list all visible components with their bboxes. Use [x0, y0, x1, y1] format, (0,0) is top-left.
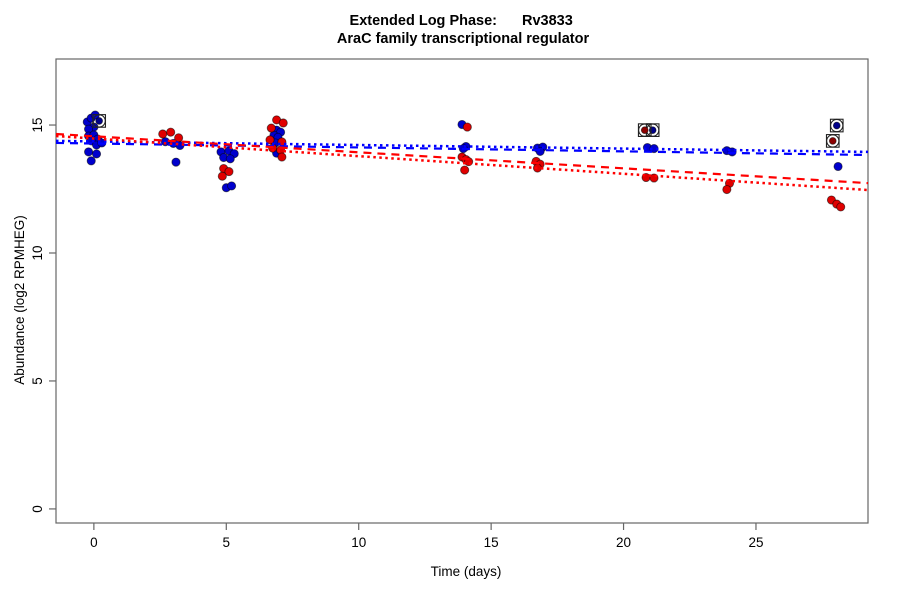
x-tick-label: 25: [748, 535, 763, 550]
plot-subtitle: AraC family transcriptional regulator: [337, 31, 590, 47]
red-point: [722, 184, 732, 195]
y-tick-label: 0: [30, 505, 45, 513]
flag-circle-marker: [830, 118, 844, 133]
flagged-blue-point: [832, 121, 841, 130]
plot-area: 0 5 10 15 20 25 0 5 10 15: [30, 58, 869, 550]
flagged-blue-point: [95, 117, 103, 125]
red-point: [277, 152, 287, 162]
blue-point: [86, 156, 96, 166]
red-point: [174, 133, 184, 143]
blue-point: [84, 147, 94, 157]
red-point: [836, 202, 846, 212]
red-point: [217, 171, 227, 181]
flag-circle-marker: [92, 114, 106, 128]
red-point: [158, 129, 168, 139]
red-point: [532, 163, 543, 173]
blue-point: [833, 161, 843, 172]
flag-circle-marker: [826, 134, 840, 148]
flag-circle-marker: [638, 123, 652, 137]
red-point: [224, 167, 234, 177]
x-axis-label: Time (days): [431, 564, 502, 579]
red-point: [166, 127, 176, 137]
flagged-red-point: [640, 126, 649, 134]
y-tick-label: 15: [30, 118, 45, 133]
red-point: [462, 122, 472, 132]
red-point: [278, 118, 288, 128]
red-point: [460, 165, 470, 175]
plot-title-phase: Extended Log Phase:: [350, 13, 497, 29]
flagged-red-point: [828, 137, 837, 145]
y-axis-label: Abundance (log2 RPMHEG): [12, 215, 27, 385]
plot-title-gene: Rv3833: [522, 13, 573, 29]
y-tick-label: 10: [30, 245, 45, 260]
x-tick-label: 15: [484, 535, 499, 550]
blue-point: [227, 181, 237, 191]
red-dashed-fit: [55, 132, 869, 185]
x-tick-label: 10: [351, 535, 366, 550]
x-tick-label: 0: [90, 535, 98, 550]
x-tick-label: 5: [223, 535, 231, 550]
red-point: [265, 135, 275, 145]
blue-point: [91, 149, 102, 159]
x-tick-label: 20: [616, 535, 631, 550]
y-tick-label: 5: [30, 377, 45, 385]
blue-point: [171, 157, 181, 167]
red-point: [266, 123, 276, 133]
blue-dashed-fit: [55, 141, 869, 157]
red-dotted-fit: [55, 134, 869, 192]
blue-point: [225, 154, 235, 164]
plot-border: [55, 58, 869, 524]
